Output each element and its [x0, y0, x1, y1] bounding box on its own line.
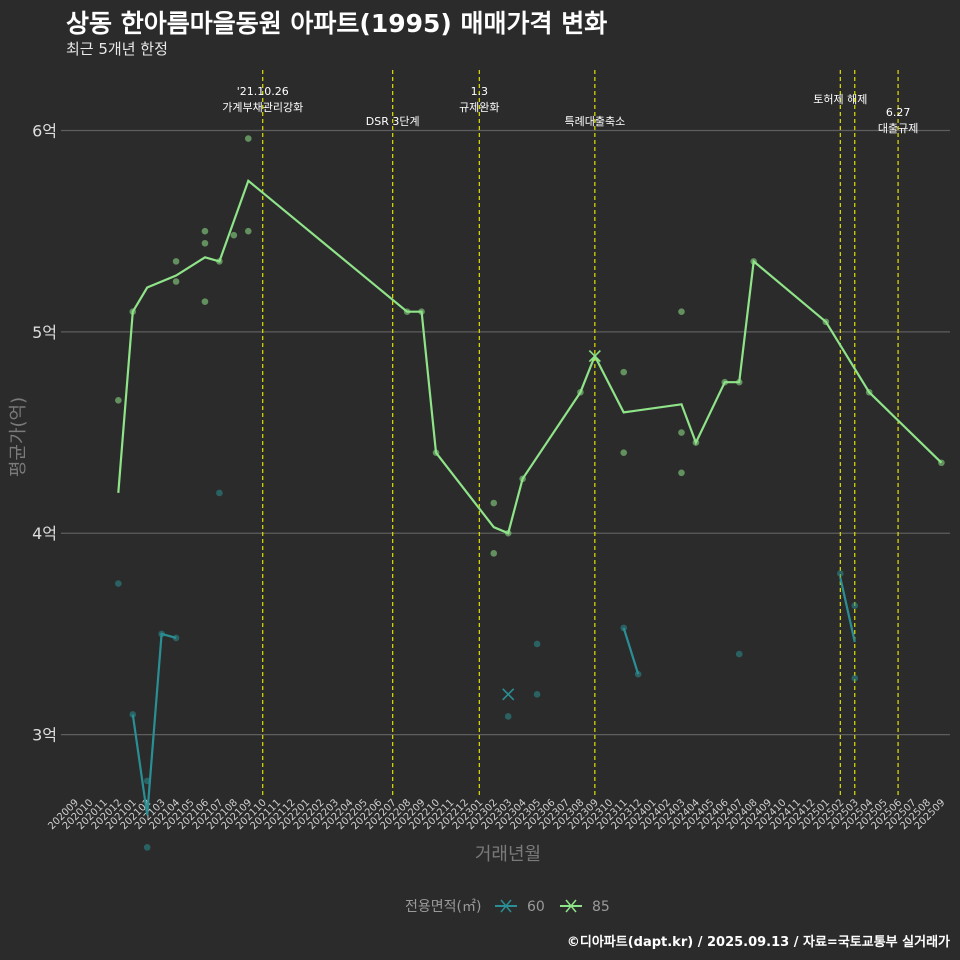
data-point-85 — [201, 298, 209, 305]
data-point-85 — [244, 135, 252, 142]
data-point-85 — [490, 499, 498, 507]
event-label: 가계부채관리강화 — [222, 101, 303, 114]
data-point-85 — [620, 368, 628, 376]
y-tick-label: 6억 — [32, 121, 57, 140]
series-line-60 — [131, 632, 177, 816]
legend: 전용면적(㎡) 60 85 — [405, 899, 610, 915]
x-axis-label: 거래년월 — [475, 844, 541, 865]
x-axis-ticks: 2020092020102020112020122021012021022021… — [46, 797, 947, 832]
data-point-85 — [678, 308, 685, 316]
y-tick-label: 4억 — [32, 524, 57, 543]
event-label: 토허제 해제 — [813, 92, 867, 106]
data-point-85 — [620, 449, 628, 456]
y-tick-label: 3억 — [32, 726, 57, 745]
data-point-85 — [115, 397, 122, 404]
data-point-60 — [129, 711, 137, 718]
data-point-85 — [244, 227, 252, 235]
y-axis-label: 평균가(억) — [8, 397, 29, 477]
data-point-60 — [504, 713, 512, 720]
chart-subtitle: 최근 5개년 한정 — [66, 40, 168, 58]
data-point-60 — [851, 674, 859, 682]
data-point-60 — [851, 602, 859, 610]
data-point-85 — [490, 550, 498, 557]
event-label: DSR 3단계 — [366, 115, 420, 128]
data-point-60 — [620, 624, 628, 632]
chart-caption: ©디아파트(dapt.kr) / 2025.09.13 / 자료=국토교통부 실… — [566, 935, 950, 950]
data-point-60 — [115, 580, 122, 587]
series-line-60 — [839, 577, 856, 643]
data-point-60 — [837, 570, 844, 577]
data-point-85 — [678, 429, 685, 436]
legend-marker-85 — [565, 899, 577, 913]
x-marker-85 — [588, 349, 601, 363]
data-point-60 — [143, 844, 151, 851]
series-line-85 — [117, 178, 943, 535]
legend-label-85: 85 — [592, 899, 610, 915]
data-point-85 — [172, 278, 180, 285]
data-point-60 — [735, 650, 743, 658]
data-point-60 — [533, 640, 541, 648]
grid-lines — [61, 129, 950, 736]
data-point-60 — [533, 691, 541, 698]
x-marker-60 — [502, 688, 515, 701]
legend-marker-60 — [500, 899, 512, 913]
data-point-85 — [172, 258, 180, 265]
event-label: '21.10.26 — [237, 85, 289, 98]
chart-title: 상동 한아름마을동원 아파트(1995) 매매가격 변화 — [66, 9, 608, 38]
event-label: 규제완화 — [459, 101, 499, 114]
y-axis-ticks: 3억 4억 5억 6억 — [32, 121, 57, 744]
data-point-60 — [216, 489, 223, 497]
legend-label-60: 60 — [527, 899, 545, 915]
data-point-85 — [230, 231, 238, 239]
event-label: 6.27 — [886, 106, 911, 119]
data-point-85 — [678, 469, 685, 477]
event-label: 특례대출축소 — [564, 115, 625, 128]
legend-title: 전용면적(㎡) — [405, 899, 481, 915]
series-layer — [115, 135, 945, 851]
data-point-85 — [201, 239, 209, 247]
data-point-85 — [201, 227, 209, 235]
series-line-60 — [622, 627, 640, 675]
y-tick-label: 5억 — [32, 323, 57, 342]
event-label: 대출규제 — [878, 122, 918, 135]
event-label: 1.3 — [471, 85, 489, 98]
